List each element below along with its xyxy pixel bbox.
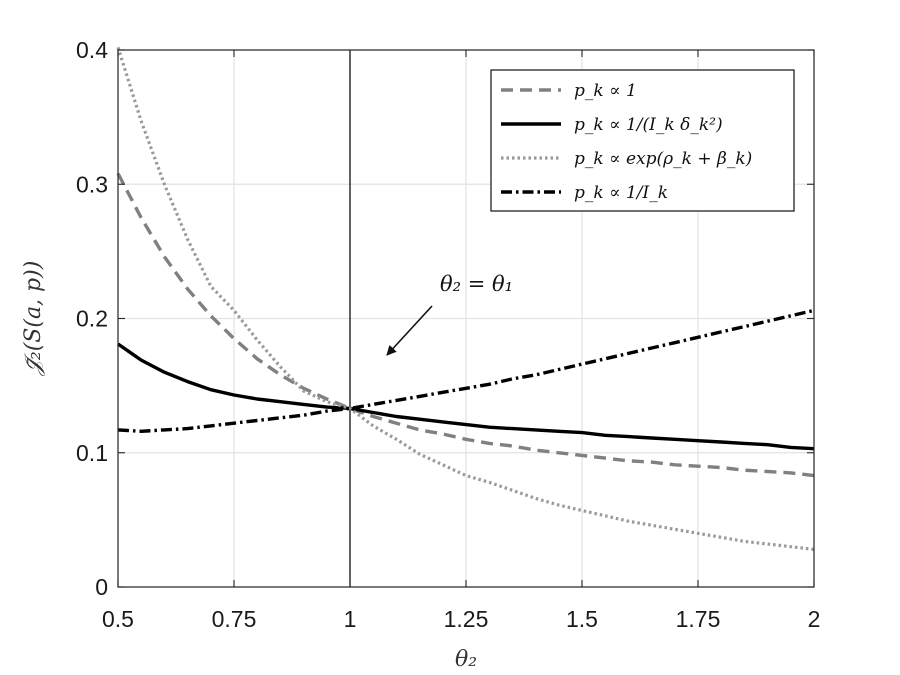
- legend-label-3: p_k ∝ 1/I_k: [574, 183, 668, 203]
- x-tick-label: 2: [808, 606, 821, 632]
- annotation: θ₂ = θ₁: [386, 272, 513, 356]
- y-tick-label: 0.1: [76, 440, 108, 466]
- x-tick-label: 0.5: [102, 606, 134, 632]
- legend-label-1: p_k ∝ 1/(I_k δ_k²): [574, 115, 723, 135]
- x-tick-label: 1.5: [566, 606, 598, 632]
- x-tick-label: 0.75: [212, 606, 257, 632]
- x-tick-label: 1: [344, 606, 357, 632]
- legend-label-2: p_k ∝ exp(ρ_k + β_k): [574, 149, 752, 169]
- series-layer: [116, 46, 815, 551]
- legend-box: [490, 69, 795, 212]
- y-tick-label: 0.3: [76, 171, 108, 197]
- x-axis-label: θ₂: [455, 647, 477, 672]
- annotation-arrow: [386, 305, 433, 356]
- legend-label-0: p_k ∝ 1: [574, 81, 637, 101]
- series-line-1: [117, 342, 815, 451]
- y-tick-label: 0.4: [76, 37, 108, 63]
- y-tick-label: 0: [95, 574, 108, 600]
- axis-ticks: 0.5 0.75 1 1.25 1.5 1.75 2 0 0.1 0.2 0.3 0.4: [76, 37, 820, 632]
- legend: p_k ∝ 1 p_k ∝ 1/(I_k δ_k²) p_k ∝ exp(ρ_k +…: [490, 69, 795, 212]
- series-line-3: [117, 308, 815, 433]
- annotation-text: θ₂ = θ₁: [440, 272, 513, 296]
- y-axis-label: 𝒥̄₂(S(a, p)): [21, 261, 46, 377]
- x-tick-label: 1.75: [676, 606, 721, 632]
- x-tick-label: 1.25: [444, 606, 489, 632]
- series-line-2: [116, 46, 815, 551]
- y-tick-label: 0.2: [76, 306, 108, 332]
- series-line-0: [116, 172, 815, 478]
